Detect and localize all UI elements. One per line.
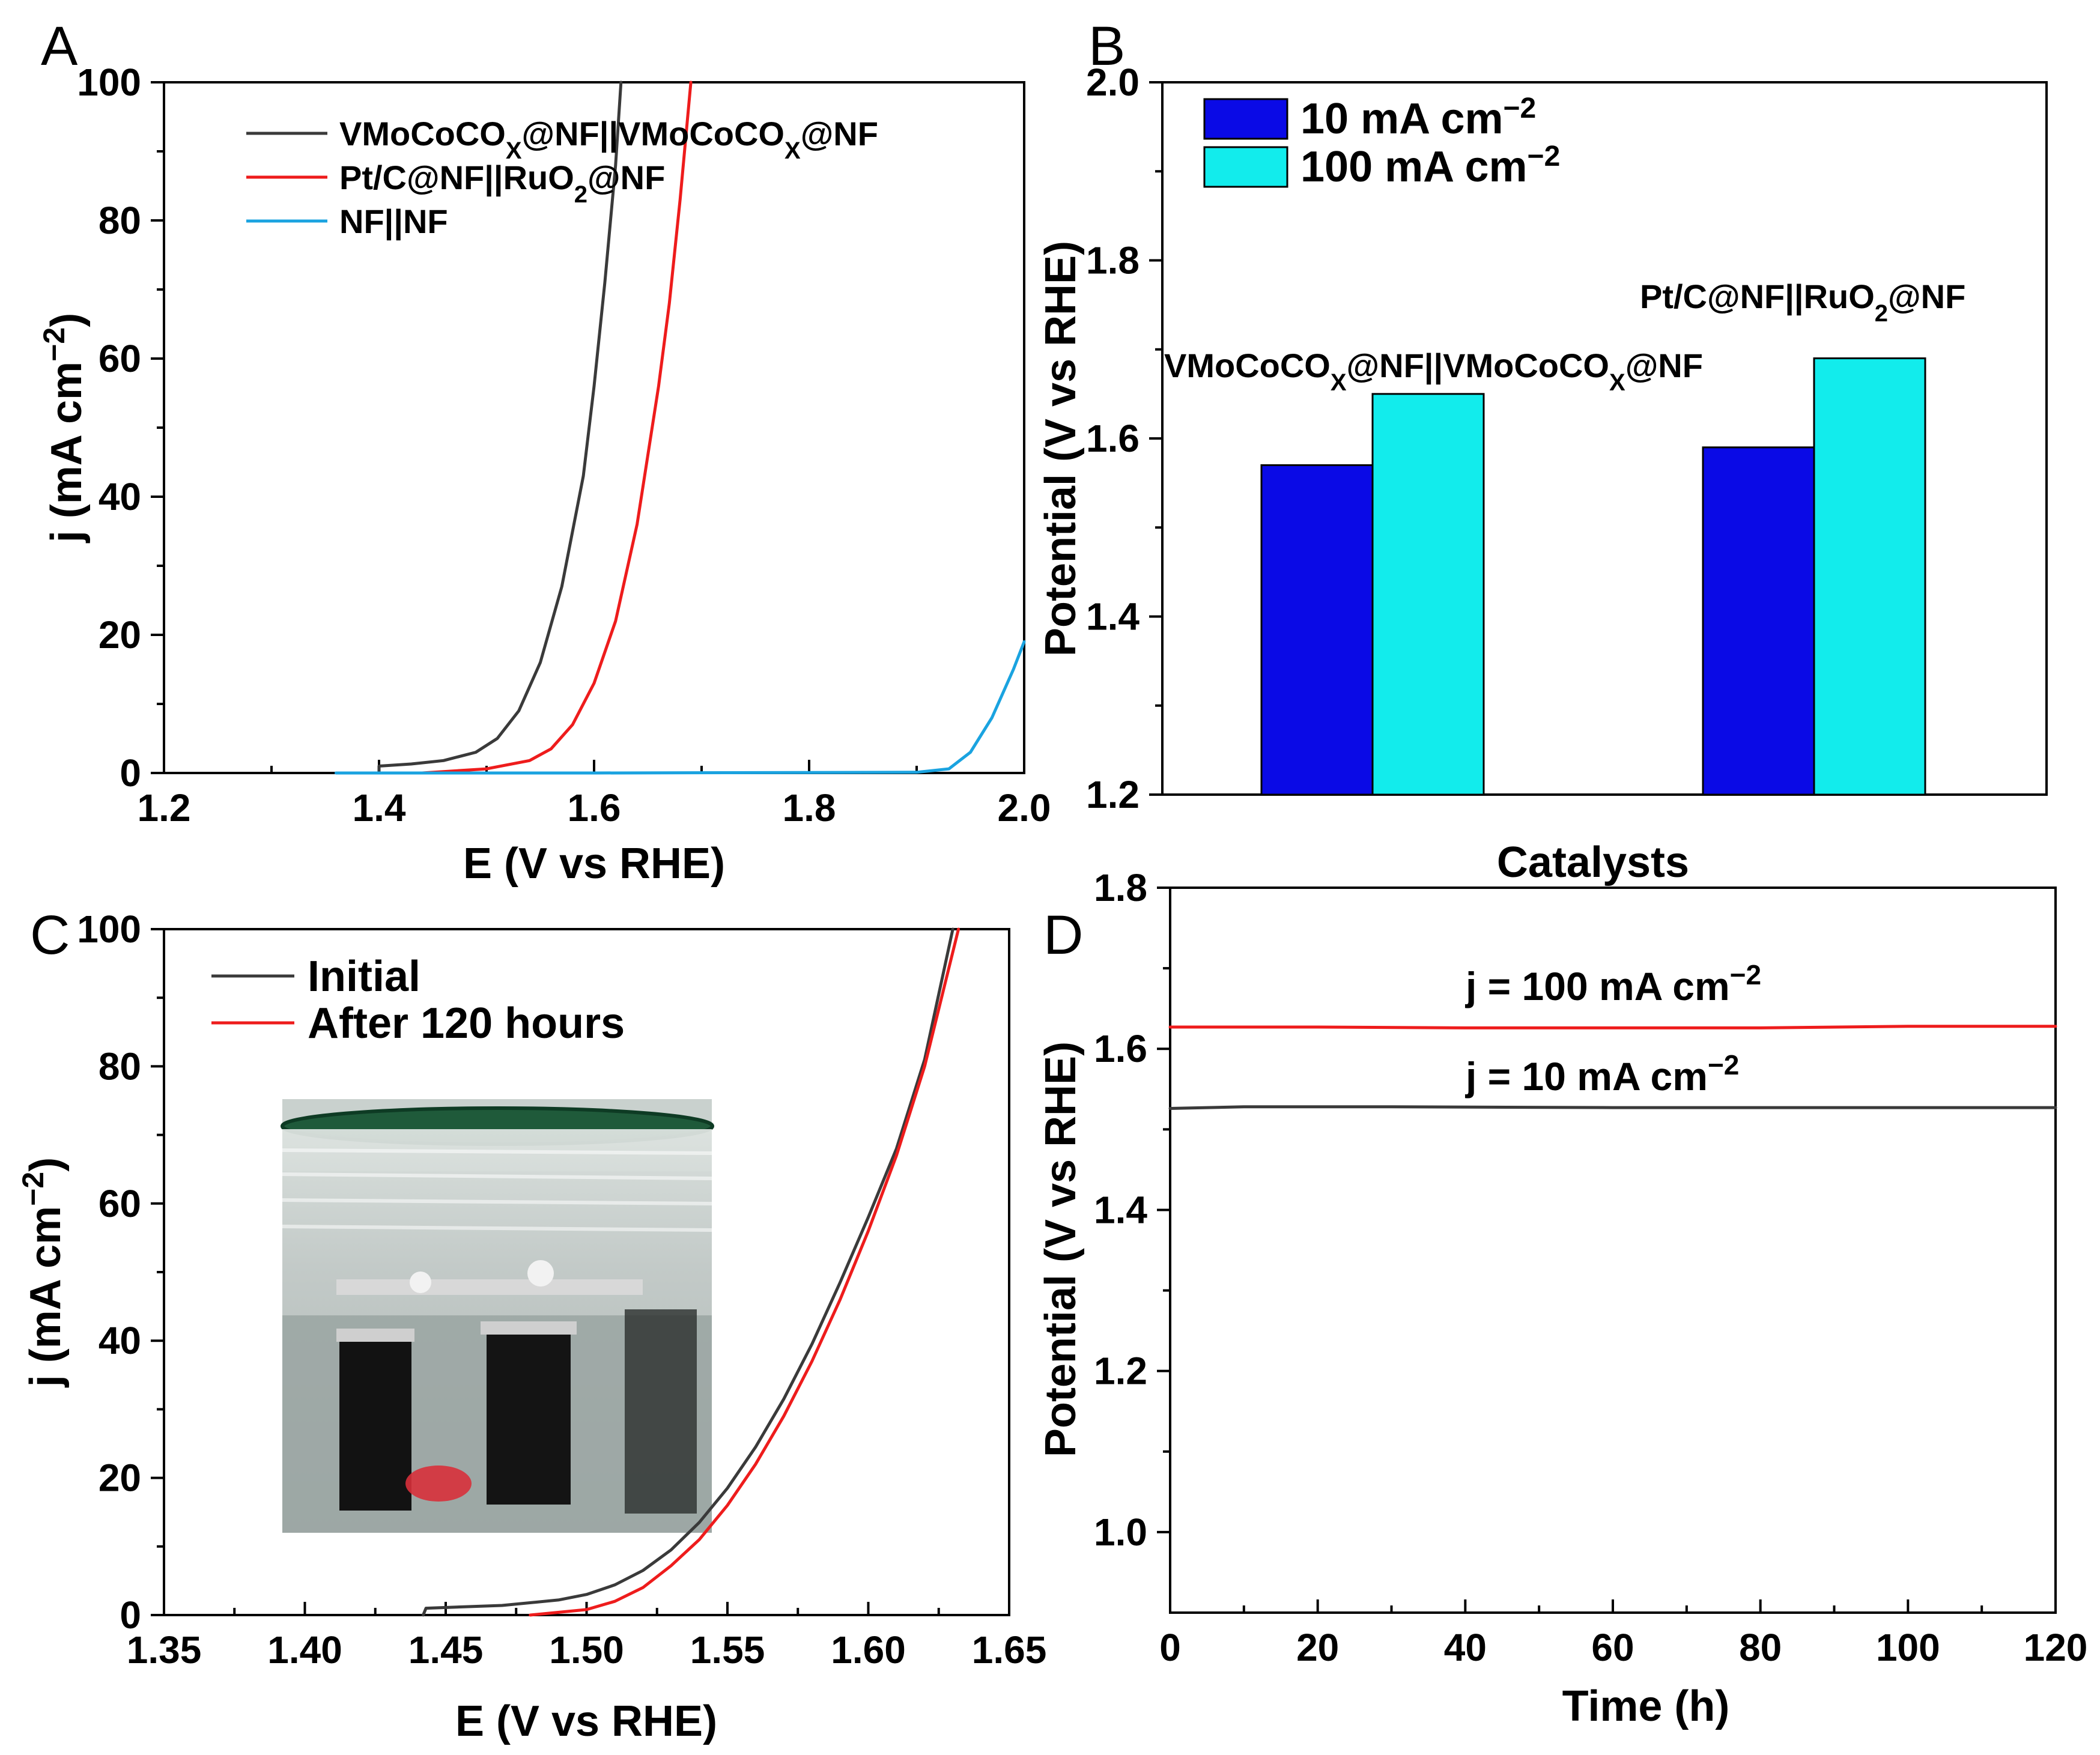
panel-a-series [334,80,1026,775]
bar-1-0 [1702,446,1815,796]
panel-label-d: D [1043,905,1083,966]
y-tick-label: 60 [99,337,141,380]
y-tick-label: 0 [120,751,141,795]
panel-b-bars [1260,357,1926,796]
x-tick-label: 1.35 [127,1628,202,1672]
electrode-right [487,1330,571,1505]
panel-b-y-axis-label: Potential (V vs RHE) [1037,241,1085,656]
panel-d-x-axis-label: Time (h) [1562,1682,1730,1730]
x-tick-label: 1.60 [831,1628,906,1672]
panel-d-annotation-10: j = 10 mA cm−2 [1464,1049,1739,1099]
x-tick-label: 100 [1876,1626,1940,1669]
panel-c-y-axis-label: j (mA cm−2) [16,1157,70,1388]
bar-0-0 [1260,464,1374,796]
x-tick-label: 1.8 [783,786,836,829]
panel-a-ticks: 1.2 1.4 1.6 1.8 2.0 0 20 40 60 80 100 [77,61,1051,829]
series-line-0 [377,80,623,775]
legend-a-label-vmococo: VMoCoCOX@NF||VMoCoCOX@NF [339,115,878,164]
y-tick-label: 60 [99,1182,141,1225]
panel-b-category-label-vmococo: VMoCoCOX@NF||VMoCoCOX@NF [1164,347,1703,396]
panel-a-x-axis-label: E (V vs RHE) [463,840,725,888]
bar-1-1 [1813,357,1926,796]
x-tick-label: 2.0 [998,786,1051,829]
panel-label-b: B [1088,16,1125,77]
x-tick-label: 80 [1739,1626,1782,1669]
y-tick-label: 100 [77,61,141,104]
x-tick-label: 1.2 [138,786,191,829]
x-tick-label: 0 [1159,1626,1181,1669]
y-tick-label: 2.0 [1086,61,1140,104]
panel-b: B 1.2 1.4 1.6 1.8 2.0 Catalysts Potential (V… [1037,16,2048,887]
legend-a-label-ptc: Pt/C@NF||RuO2@NF [339,159,665,208]
legend-b-swatch-10 [1203,98,1288,140]
panel-c-x-axis-label: E (V vs RHE) [455,1697,717,1745]
panel-a: A 1.2 1.4 1.6 1.8 2.0 0 20 40 60 80 100 E (V vs RH… [37,16,1051,888]
y-tick-label: 1.8 [1094,866,1147,909]
x-tick-label: 40 [1444,1626,1487,1669]
panel-a-legend: VMoCoCOX@NF||VMoCoCOX@NF Pt/C@NF||RuO2@N… [246,115,878,241]
y-tick-label: 20 [99,613,141,656]
panel-d-y-axis-label: Potential (V vs RHE) [1037,1041,1085,1457]
panel-d-ticks: 0 20 40 60 80 100 120 1.0 1.2 1.4 1.6 1.8 [1094,866,2087,1669]
bar-0-1 [1371,393,1485,796]
legend-c-label-initial: Initial [308,953,420,1001]
x-tick-label: 20 [1296,1626,1339,1669]
x-tick-label: 1.55 [690,1628,765,1672]
panel-d: D 0 20 40 60 80 100 120 1.0 1.2 1.4 1.6 1.8 Time (h… [1037,866,2087,1730]
series-line-1 [420,80,693,775]
y-tick-label: 40 [99,1319,141,1362]
series-line-1 [1168,1105,2057,1110]
y-tick-label: 1.2 [1086,773,1140,816]
panel-b-ticks: 1.2 1.4 1.6 1.8 2.0 [1086,61,1162,816]
x-tick-label: 1.40 [267,1628,342,1672]
x-tick-label: 1.4 [353,786,406,829]
x-tick-label: 60 [1591,1626,1634,1669]
panel-b-category-label-ptc: Pt/C@NF||RuO2@NF [1640,277,1965,327]
panel-b-legend: 10 mA cm−2 100 mA cm−2 [1203,92,1560,192]
series-line-1 [529,927,960,1617]
panel-c-legend: Initial After 120 hours [211,953,625,1047]
y-tick-label: 0 [120,1593,141,1637]
y-tick-label: 100 [77,908,141,951]
y-tick-label: 1.8 [1086,239,1140,282]
panel-label-a: A [41,16,78,77]
legend-a-label-nf: NF||NF [339,202,448,241]
legend-b-label-10: 10 mA cm−2 [1300,92,1536,144]
y-tick-label: 80 [99,199,141,242]
y-tick-label: 1.6 [1086,417,1140,460]
y-tick-label: 1.6 [1094,1027,1147,1070]
y-tick-label: 20 [99,1456,141,1500]
x-tick-label: 1.45 [408,1628,484,1672]
y-tick-label: 40 [99,475,141,518]
y-tick-label: 1.0 [1094,1511,1147,1554]
x-tick-label: 1.65 [972,1628,1047,1672]
y-tick-label: 1.4 [1086,595,1140,638]
electrode-left [339,1336,411,1511]
series-line-0 [1168,1025,2057,1029]
y-tick-label: 80 [99,1044,141,1088]
panel-d-series [1168,1025,2057,1110]
panel-b-x-axis-label: Catalysts [1497,838,1689,887]
series-line-0 [422,927,954,1617]
panel-c-series [422,927,960,1617]
y-tick-label: 1.2 [1094,1350,1147,1393]
legend-b-swatch-100 [1203,146,1288,188]
panel-a-y-axis-label: j (mA cm−2) [37,313,91,544]
panel-d-annotation-100: j = 100 mA cm−2 [1464,959,1761,1008]
series-line-2 [334,640,1026,775]
x-tick-label: 120 [2024,1626,2088,1669]
panel-c: C 1.35 1.40 1.45 1.50 1.55 1.60 1.650204060801… [16,905,1046,1745]
panel-label-c: C [30,905,70,966]
panel-c-ticks: 1.35 1.40 1.45 1.50 1.55 1.60 1.65 0 20 40 60 80 100 [77,908,1046,1672]
x-tick-label: 1.6 [568,786,621,829]
y-tick-label: 1.4 [1094,1188,1147,1231]
legend-c-label-after: After 120 hours [308,999,625,1047]
x-tick-label: 1.50 [549,1628,624,1672]
legend-b-label-100: 100 mA cm−2 [1300,141,1560,192]
inset-photo-electrolysis-cell [281,1099,714,1533]
